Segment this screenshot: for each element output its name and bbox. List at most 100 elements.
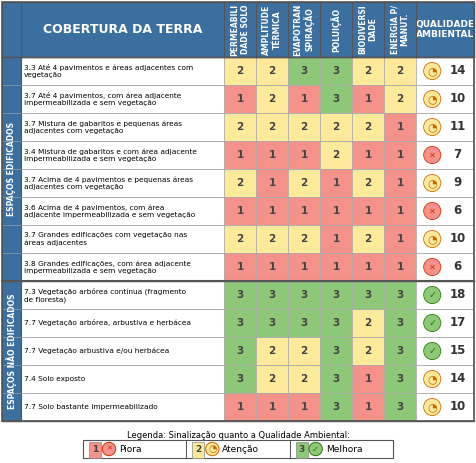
Text: 1: 1 [364, 262, 372, 272]
Circle shape [425, 204, 440, 219]
Text: 1: 1 [268, 178, 276, 188]
Text: 3: 3 [332, 402, 339, 412]
Text: 2: 2 [268, 346, 276, 356]
Bar [224, 225, 256, 253]
Bar [21, 113, 224, 141]
Text: 9: 9 [454, 176, 462, 189]
Bar [416, 365, 474, 393]
Text: 3: 3 [237, 290, 244, 300]
Bar [21, 225, 224, 253]
Bar [352, 57, 384, 85]
Text: 1: 1 [300, 262, 307, 272]
Bar [256, 85, 288, 113]
Text: ◔: ◔ [427, 234, 437, 244]
Bar [224, 197, 256, 225]
Text: AMPLITUDE
TÉRMICA: AMPLITUDE TÉRMICA [262, 4, 282, 55]
Text: 1: 1 [268, 206, 276, 216]
Text: 3: 3 [397, 374, 404, 384]
Text: 3: 3 [300, 66, 307, 76]
Text: 14: 14 [449, 64, 466, 77]
Text: 1: 1 [268, 402, 276, 412]
Circle shape [103, 444, 115, 455]
Text: 3.7 Acima de 4 pavimentos e pequenas áreas
adjacentes com vegetação: 3.7 Acima de 4 pavimentos e pequenas áre… [24, 176, 193, 190]
Circle shape [425, 371, 440, 387]
Bar [83, 440, 393, 458]
Text: ◔: ◔ [427, 402, 437, 412]
Text: 1: 1 [300, 94, 307, 104]
Bar [352, 281, 384, 309]
Text: 2: 2 [364, 66, 372, 76]
Bar [384, 85, 416, 113]
Bar [384, 169, 416, 197]
Text: 2: 2 [300, 234, 307, 244]
Circle shape [425, 232, 440, 246]
Bar [384, 253, 416, 281]
Text: 1: 1 [397, 234, 404, 244]
Bar [21, 169, 224, 197]
Bar [21, 309, 224, 337]
Bar [21, 365, 224, 393]
Bar [224, 309, 256, 337]
Bar [384, 393, 416, 421]
Text: 3.8 Grandes edificações, com área adjacente
impermeabilizada e sem vegetação: 3.8 Grandes edificações, com área adjace… [24, 260, 191, 274]
Text: 1: 1 [397, 122, 404, 132]
Bar [384, 197, 416, 225]
Bar [288, 57, 320, 85]
Text: 18: 18 [449, 288, 466, 301]
Bar [256, 281, 288, 309]
Bar [320, 281, 352, 309]
Text: ✓: ✓ [428, 346, 436, 356]
Bar [288, 169, 320, 197]
Bar [352, 225, 384, 253]
Bar [224, 281, 256, 309]
Bar [416, 113, 474, 141]
Text: 1: 1 [364, 94, 372, 104]
Bar [21, 393, 224, 421]
Bar [192, 442, 204, 458]
Text: 7.7 Solo bastante impermeabilizado: 7.7 Solo bastante impermeabilizado [24, 404, 158, 410]
Bar [288, 113, 320, 141]
Text: 3: 3 [397, 402, 404, 412]
Text: 2: 2 [397, 66, 404, 76]
Bar [384, 365, 416, 393]
Text: Piora: Piora [119, 444, 141, 453]
Bar [352, 85, 384, 113]
Bar [416, 253, 474, 281]
Bar [416, 225, 474, 253]
Text: 3.7 Grandes edificações com vegetação nas
áreas adjacentes: 3.7 Grandes edificações com vegetação na… [24, 232, 187, 246]
Text: 7: 7 [454, 149, 462, 162]
Circle shape [424, 371, 441, 388]
Text: 2: 2 [364, 122, 372, 132]
Bar [288, 197, 320, 225]
Bar [2, 57, 21, 281]
Bar [256, 393, 288, 421]
Bar [416, 197, 474, 225]
Circle shape [207, 444, 218, 455]
Text: QUALIDADE
AMBIENTAL: QUALIDADE AMBIENTAL [416, 20, 475, 39]
Text: 1: 1 [364, 206, 372, 216]
Bar [288, 225, 320, 253]
Text: 1: 1 [364, 150, 372, 160]
Circle shape [424, 343, 441, 359]
Bar [416, 309, 474, 337]
Text: 1: 1 [268, 150, 276, 160]
Text: 1: 1 [397, 178, 404, 188]
Text: 1: 1 [364, 374, 372, 384]
Bar [416, 169, 474, 197]
Text: 7.4 Solo exposto: 7.4 Solo exposto [24, 376, 85, 382]
Bar [320, 141, 352, 169]
Bar [288, 253, 320, 281]
Text: 1: 1 [300, 402, 307, 412]
Text: 2: 2 [268, 66, 276, 76]
Circle shape [424, 399, 441, 415]
Text: 2: 2 [268, 94, 276, 104]
Bar [384, 57, 416, 85]
Bar [21, 197, 224, 225]
Text: 1: 1 [237, 150, 244, 160]
Text: BIODIVERSI
DADE: BIODIVERSI DADE [358, 5, 377, 54]
Bar [352, 169, 384, 197]
Bar [320, 197, 352, 225]
Circle shape [425, 175, 440, 190]
Bar [384, 141, 416, 169]
Text: 1: 1 [237, 206, 244, 216]
